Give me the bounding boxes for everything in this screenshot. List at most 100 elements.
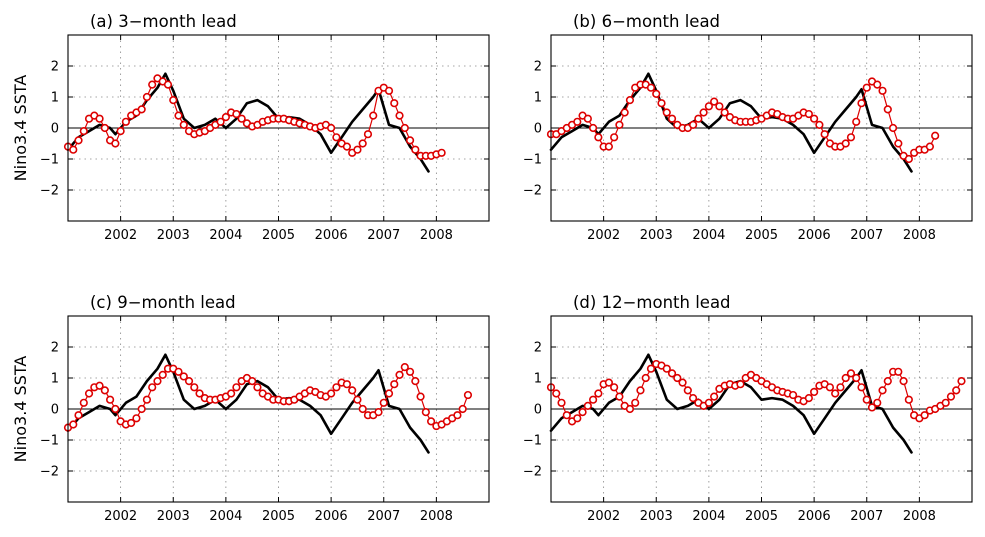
forecast-point — [353, 145, 362, 154]
forecast-point — [825, 383, 835, 392]
forecast-point — [894, 367, 903, 376]
y-tick-label: 2 — [534, 341, 542, 356]
forecast-point — [904, 154, 913, 164]
chart-panel-1: 2002 2003 2004 2005 2006 2007 2008 −2 −1 0 1 2 (a) 3… — [11, 12, 490, 243]
forecast-point — [169, 95, 178, 105]
forecast-point — [342, 142, 352, 151]
y-tick-label: −2 — [523, 184, 542, 199]
y-tick-label: 1 — [51, 91, 59, 106]
x-tick-label: 2005 — [745, 509, 778, 524]
forecast-point — [353, 395, 362, 404]
forecast-point — [69, 145, 78, 154]
chart-title: (b) 6−month lead — [573, 12, 720, 31]
forecast-point — [458, 404, 467, 414]
forecast-point — [694, 114, 703, 123]
forecast-point — [673, 373, 682, 383]
x-tick-label: 2002 — [587, 228, 620, 243]
forecast-point — [699, 108, 708, 117]
forecast-point — [841, 373, 850, 383]
x-tick-label: 2008 — [420, 509, 453, 524]
forecast-point — [463, 390, 473, 400]
forecast-point — [873, 398, 882, 407]
forecast-point — [631, 398, 640, 407]
forecast-point — [405, 136, 415, 145]
forecast-point — [662, 364, 671, 373]
forecast-point — [804, 109, 813, 119]
forecast-point — [84, 389, 94, 398]
forecast-point — [715, 102, 724, 111]
forecast-point — [453, 411, 462, 420]
y-tick-label: −1 — [523, 434, 542, 449]
y-tick-label: 0 — [534, 403, 542, 418]
x-tick-label: 2007 — [367, 228, 400, 243]
forecast-point — [153, 377, 162, 386]
forecast-point — [405, 367, 415, 376]
forecast-point — [820, 130, 829, 139]
forecast-point — [846, 369, 856, 378]
forecast-point — [137, 404, 146, 414]
forecast-point — [557, 398, 566, 407]
forecast-point — [327, 389, 336, 398]
forecast-point — [163, 80, 173, 89]
forecast-point — [127, 418, 136, 428]
forecast-point — [852, 117, 861, 126]
forecast-point — [846, 133, 856, 142]
forecast-point — [395, 111, 404, 120]
forecast-point — [358, 139, 367, 148]
forecast-point — [604, 378, 613, 387]
forecast-point — [358, 404, 367, 414]
forecast-point — [179, 120, 188, 129]
forecast-point — [662, 108, 671, 117]
forecast-point — [625, 404, 635, 414]
forecast-point — [390, 380, 399, 389]
forecast-point — [253, 383, 262, 392]
forecast-point — [657, 99, 666, 108]
forecast-point — [615, 120, 624, 129]
forecast-point — [573, 414, 582, 423]
forecast-point — [704, 398, 713, 407]
forecast-point — [384, 389, 394, 398]
forecast-point — [342, 380, 352, 389]
forecast-point — [652, 89, 661, 98]
forecast-point — [400, 123, 409, 133]
chart-panel-3: 2002 2003 2004 2005 2006 2007 2008 −2 −1 0 1 2 (c) 9… — [11, 293, 490, 524]
forecast-point — [116, 127, 125, 136]
forecast-point — [227, 389, 236, 398]
forecast-point — [646, 83, 656, 92]
y-tick-label: −2 — [523, 465, 542, 480]
forecast-point — [941, 398, 950, 407]
forecast-point — [667, 114, 677, 123]
x-tick-label: 2008 — [903, 228, 936, 243]
chart-title: (a) 3−month lead — [90, 12, 237, 31]
forecast-point — [578, 408, 587, 417]
x-tick-label: 2003 — [157, 228, 190, 243]
forecast-point — [142, 92, 152, 102]
forecast-point — [111, 404, 120, 414]
forecast-point — [904, 395, 913, 404]
forecast-point — [878, 386, 887, 395]
x-tick-label: 2003 — [157, 509, 190, 524]
forecast-point — [736, 380, 745, 389]
y-tick-label: 1 — [534, 91, 542, 106]
x-tick-label: 2002 — [587, 509, 620, 524]
forecast-point — [132, 414, 141, 423]
forecast-point — [873, 80, 882, 89]
observed-series-line — [66, 353, 430, 454]
y-tick-label: −1 — [40, 434, 59, 449]
x-tick-label: 2004 — [209, 228, 242, 243]
x-tick-label: 2006 — [315, 509, 348, 524]
forecast-point — [620, 108, 629, 117]
forecast-point — [195, 389, 204, 398]
y-tick-label: 1 — [51, 372, 59, 387]
x-tick-label: 2005 — [262, 509, 295, 524]
chart-panel-2: 2002 2003 2004 2005 2006 2007 2008 −2 −1 0 1 2 (b) 6… — [523, 12, 973, 243]
forecast-point — [952, 386, 961, 395]
forecast-point — [931, 131, 940, 140]
forecast-point — [946, 392, 956, 401]
forecast-point — [437, 148, 446, 157]
y-tick-label: −1 — [523, 153, 542, 168]
forecast-point — [925, 142, 935, 151]
forecast-point — [815, 120, 824, 129]
forecast-point — [883, 105, 892, 114]
forecast-point — [583, 114, 592, 123]
